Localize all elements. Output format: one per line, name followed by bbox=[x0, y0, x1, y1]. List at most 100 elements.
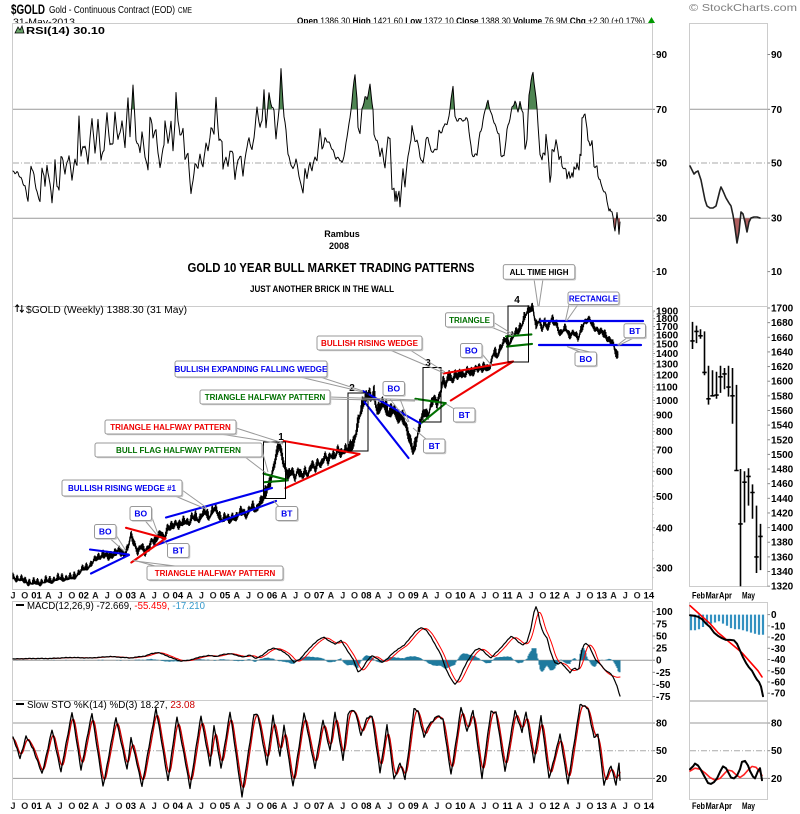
svg-text:2: 2 bbox=[349, 383, 355, 394]
svg-text:01: 01 bbox=[31, 591, 42, 602]
svg-text:10: 10 bbox=[455, 801, 466, 812]
svg-text:-70: -70 bbox=[771, 689, 786, 700]
svg-text:01: 01 bbox=[31, 801, 42, 812]
svg-text:50: 50 bbox=[656, 746, 668, 757]
svg-text:Feb: Feb bbox=[692, 801, 705, 811]
svg-text:14: 14 bbox=[644, 591, 655, 602]
svg-text:1640: 1640 bbox=[771, 347, 794, 358]
svg-text:A: A bbox=[139, 591, 146, 601]
svg-text:J: J bbox=[246, 801, 251, 811]
svg-text:O: O bbox=[586, 801, 593, 811]
svg-text:-25: -25 bbox=[656, 668, 671, 679]
svg-text:GOLD 10 YEAR BULL MARKET TRADI: GOLD 10 YEAR BULL MARKET TRADING PATTERN… bbox=[188, 260, 475, 275]
svg-text:TRIANGLE HALFWAY PATTERN: TRIANGLE HALFWAY PATTERN bbox=[205, 393, 326, 402]
svg-text:J: J bbox=[58, 801, 63, 811]
svg-text:70: 70 bbox=[771, 105, 783, 116]
svg-text:BT: BT bbox=[173, 546, 185, 556]
svg-text:04: 04 bbox=[173, 801, 184, 812]
svg-text:50: 50 bbox=[771, 746, 783, 757]
svg-text:Open 1386.30 High 1421.60 Low: Open 1386.30 High 1421.60 Low 1372.10 Cl… bbox=[297, 16, 645, 27]
svg-text:70: 70 bbox=[656, 105, 668, 116]
svg-text:3: 3 bbox=[425, 358, 431, 369]
svg-text:J: J bbox=[199, 801, 204, 811]
svg-text:J: J bbox=[387, 801, 392, 811]
svg-text:JUST ANOTHER BRICK IN THE WALL: JUST ANOTHER BRICK IN THE WALL bbox=[250, 284, 394, 294]
svg-text:J: J bbox=[10, 801, 15, 811]
svg-text:O: O bbox=[304, 801, 311, 811]
svg-text:03: 03 bbox=[125, 591, 136, 602]
svg-text:J: J bbox=[10, 591, 15, 601]
svg-text:1660: 1660 bbox=[771, 333, 794, 344]
svg-text:J: J bbox=[481, 801, 486, 811]
svg-text:J: J bbox=[58, 591, 63, 601]
svg-text:A: A bbox=[516, 591, 523, 601]
svg-text:Slow STO %K(14) %D(3) 18.27, 2: Slow STO %K(14) %D(3) 18.27, 23.08 bbox=[27, 700, 195, 711]
svg-text:J: J bbox=[387, 591, 392, 601]
svg-text:30: 30 bbox=[771, 214, 783, 225]
svg-text:1000: 1000 bbox=[656, 396, 679, 407]
svg-text:1560: 1560 bbox=[771, 406, 794, 417]
svg-text:A: A bbox=[186, 591, 193, 601]
svg-text:09: 09 bbox=[408, 591, 419, 602]
svg-text:J: J bbox=[340, 801, 345, 811]
svg-text:A: A bbox=[516, 801, 523, 811]
svg-text:O: O bbox=[539, 591, 546, 601]
svg-text:13: 13 bbox=[596, 591, 607, 602]
svg-text:A: A bbox=[375, 591, 382, 601]
svg-text:1400: 1400 bbox=[771, 523, 794, 534]
svg-text:A: A bbox=[469, 591, 476, 601]
svg-text:11: 11 bbox=[503, 801, 514, 812]
svg-text:O: O bbox=[21, 591, 28, 601]
svg-text:07: 07 bbox=[314, 591, 325, 602]
svg-text:900: 900 bbox=[656, 410, 673, 421]
svg-text:J: J bbox=[246, 591, 251, 601]
svg-text:4: 4 bbox=[514, 295, 520, 306]
svg-text:A: A bbox=[610, 591, 617, 601]
svg-text:TRIANGLE HALFWAY PATTERN: TRIANGLE HALFWAY PATTERN bbox=[110, 423, 231, 432]
svg-text:A: A bbox=[422, 801, 429, 811]
svg-text:08: 08 bbox=[361, 801, 372, 812]
svg-text:2008: 2008 bbox=[329, 241, 349, 251]
svg-text:TRIANGLE HALFWAY PATTERN: TRIANGLE HALFWAY PATTERN bbox=[155, 569, 276, 578]
svg-text:11: 11 bbox=[503, 591, 514, 602]
svg-text:02: 02 bbox=[78, 801, 89, 812]
svg-text:-60: -60 bbox=[771, 677, 786, 688]
svg-text:May: May bbox=[742, 591, 755, 601]
svg-text:O: O bbox=[634, 801, 641, 811]
svg-text:12: 12 bbox=[549, 801, 560, 812]
svg-text:80: 80 bbox=[656, 719, 668, 730]
svg-text:A: A bbox=[563, 591, 570, 601]
svg-text:J: J bbox=[152, 801, 157, 811]
svg-text:MACD(12,26,9) -72.669, -55.459: MACD(12,26,9) -72.669, -55.459, -17.210 bbox=[27, 601, 205, 612]
svg-text:300: 300 bbox=[656, 563, 673, 574]
svg-text:O: O bbox=[351, 801, 358, 811]
svg-text:BO: BO bbox=[134, 509, 147, 519]
svg-text:O: O bbox=[163, 801, 170, 811]
svg-text:J: J bbox=[434, 591, 439, 601]
svg-text:A: A bbox=[281, 801, 288, 811]
svg-text:J: J bbox=[576, 801, 581, 811]
svg-text:J: J bbox=[293, 591, 298, 601]
svg-text:J: J bbox=[434, 801, 439, 811]
svg-text:O: O bbox=[304, 591, 311, 601]
svg-text:O: O bbox=[68, 591, 75, 601]
svg-text:-50: -50 bbox=[771, 666, 786, 677]
svg-text:J: J bbox=[152, 591, 157, 601]
svg-text:BO: BO bbox=[99, 527, 112, 537]
svg-text:03: 03 bbox=[125, 801, 136, 812]
svg-text:1500: 1500 bbox=[656, 339, 679, 350]
svg-text:80: 80 bbox=[771, 719, 783, 730]
svg-text:05: 05 bbox=[220, 591, 231, 602]
svg-text:BT: BT bbox=[459, 410, 471, 420]
svg-text:1340: 1340 bbox=[771, 567, 794, 578]
svg-text:J: J bbox=[623, 801, 628, 811]
svg-text:02: 02 bbox=[78, 591, 89, 602]
svg-text:J: J bbox=[293, 801, 298, 811]
svg-text:O: O bbox=[492, 591, 499, 601]
svg-text:O: O bbox=[634, 591, 641, 601]
svg-text:BT: BT bbox=[429, 441, 441, 451]
svg-text:BULL FLAG HALFWAY PATTERN: BULL FLAG HALFWAY PATTERN bbox=[116, 446, 241, 455]
svg-text:A: A bbox=[610, 801, 617, 811]
svg-text:800: 800 bbox=[656, 427, 673, 438]
svg-text:J: J bbox=[623, 591, 628, 601]
